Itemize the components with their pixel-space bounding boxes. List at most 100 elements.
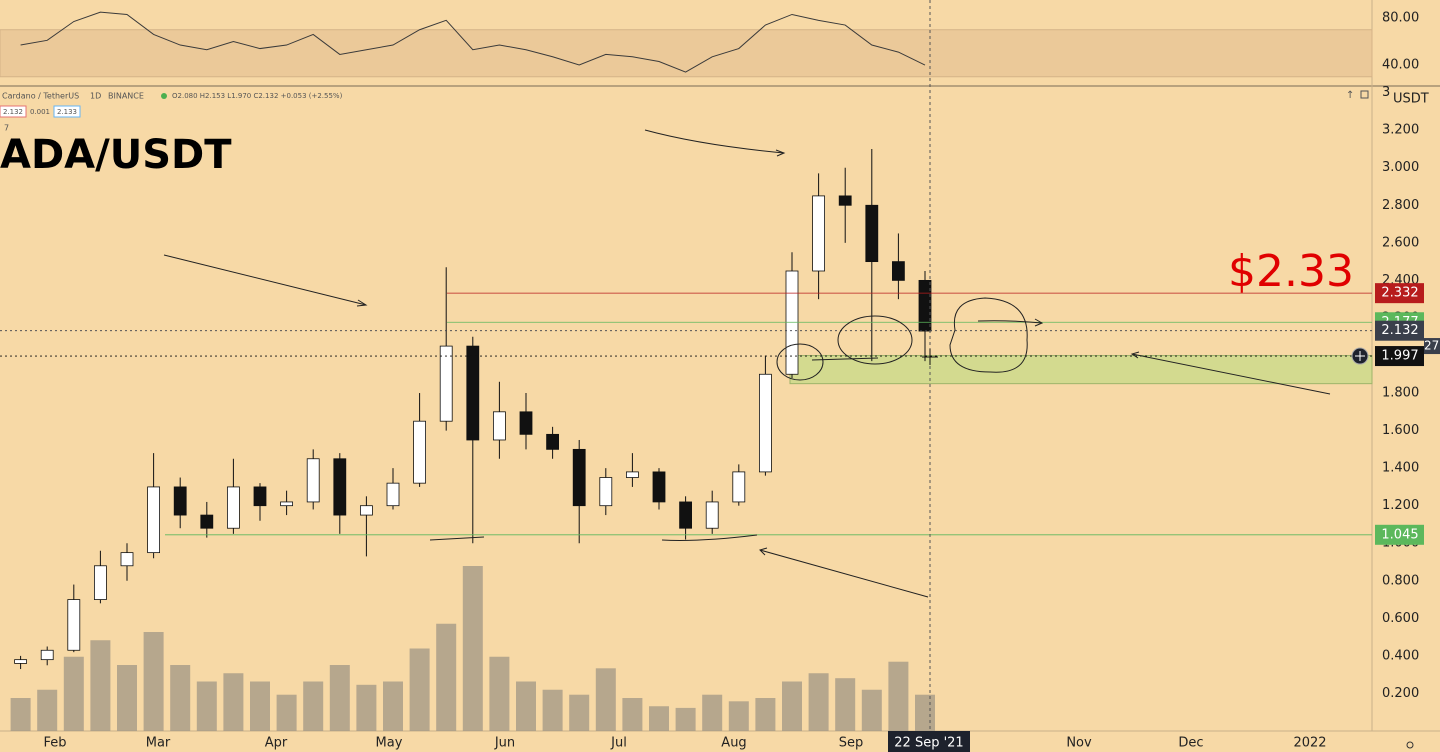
y-tick-label: 0.800 xyxy=(1382,573,1419,588)
volume-bar xyxy=(649,706,669,731)
candle-body xyxy=(918,279,932,332)
x-tick-label: Jun xyxy=(494,736,515,751)
hand-drawings xyxy=(163,129,1331,598)
candle-body xyxy=(838,195,852,206)
add-alert-plus xyxy=(1355,351,1365,362)
volume-bar xyxy=(90,640,111,731)
drawn-circle xyxy=(949,297,1028,373)
candle-body xyxy=(94,565,107,600)
candle-body xyxy=(253,486,267,507)
candle-body xyxy=(280,501,294,507)
y-unit: USDT xyxy=(1393,92,1429,107)
price-tag-label: 2.132 xyxy=(1381,323,1418,338)
price-tag xyxy=(1375,320,1424,341)
crosshair-date-box xyxy=(888,731,970,752)
price-tag xyxy=(1375,346,1424,367)
icon-maximize[interactable] xyxy=(1360,90,1369,99)
volume-bar xyxy=(10,698,31,731)
x-tick-label: Sep xyxy=(839,736,864,751)
candle-body xyxy=(519,411,533,435)
drawn-line xyxy=(1131,353,1331,395)
volume-bar xyxy=(276,694,297,731)
volume-bar xyxy=(383,681,403,731)
rsi-line xyxy=(20,11,926,73)
y-tick-label: 1.600 xyxy=(1382,423,1419,438)
price-tag xyxy=(1375,283,1424,304)
y-tick-label: 1.200 xyxy=(1382,498,1419,513)
candle-body xyxy=(386,482,400,507)
y-tick-label: 2.800 xyxy=(1382,198,1419,213)
volume-bar xyxy=(569,694,590,731)
volume-bar xyxy=(542,689,563,731)
volume-bar xyxy=(436,623,457,731)
icon-arrow[interactable]: ↑ xyxy=(1346,90,1354,101)
volume-bar xyxy=(622,698,643,731)
status-dot xyxy=(161,93,167,99)
volume-bar xyxy=(462,566,483,731)
drawn-line xyxy=(811,357,879,361)
price-tag-label: 1.997 xyxy=(1381,349,1418,364)
price-tag-label: 1.045 xyxy=(1381,527,1418,542)
settings-icon[interactable] xyxy=(1406,741,1414,749)
volume-bar xyxy=(250,681,270,731)
volume-bar xyxy=(170,665,191,731)
quote-ask: 2.133 xyxy=(57,108,77,116)
drawn-line xyxy=(429,536,485,541)
volume-bar xyxy=(808,673,829,731)
background-layer xyxy=(0,29,1373,731)
drawn-line xyxy=(163,254,367,306)
rsi-band xyxy=(0,29,1373,78)
interval: 1D xyxy=(90,92,101,101)
support-zone xyxy=(789,354,1373,385)
candle-body xyxy=(226,486,240,529)
y-tick-label: 3.000 xyxy=(1382,160,1419,175)
volume-bar xyxy=(702,694,723,731)
x-tick-label: Aug xyxy=(721,736,746,751)
volume-bar xyxy=(196,681,217,731)
y-tick-label: 1.800 xyxy=(1382,386,1419,401)
candle-body xyxy=(492,411,506,441)
candle-body xyxy=(466,345,480,441)
y-tick-label: 3.200 xyxy=(1382,123,1419,138)
exchange: BINANCE xyxy=(108,92,144,101)
volume-bar xyxy=(303,681,324,731)
price-tag-label: 2.332 xyxy=(1381,286,1418,301)
volume-bar xyxy=(861,689,882,731)
indicator-count[interactable]: 7 xyxy=(4,124,9,133)
candle-body xyxy=(546,433,559,450)
crosshair-date: 22 Sep '21 xyxy=(894,736,963,751)
edge-label: 27 xyxy=(1424,339,1439,353)
candle-body xyxy=(439,345,453,422)
volume-bar xyxy=(888,661,909,731)
x-tick-label: Feb xyxy=(43,736,66,751)
x-tick-label: May xyxy=(376,736,403,751)
volume-bar xyxy=(755,698,776,731)
candle-body xyxy=(200,514,214,529)
y-tick-label: 2.600 xyxy=(1382,235,1419,250)
quote-box[interactable] xyxy=(53,105,81,118)
candle-body xyxy=(306,458,320,503)
candle-body xyxy=(572,448,586,507)
rsi-tick-label: 40.00 xyxy=(1382,58,1419,73)
volume-bar xyxy=(516,681,536,731)
chart-title: ADA/USDT xyxy=(0,132,232,178)
candle-body xyxy=(14,659,27,664)
annotation: $2.33 xyxy=(1228,246,1354,297)
drawn-arrowhead xyxy=(1130,351,1140,359)
drawn-line xyxy=(977,320,1043,324)
quote-box[interactable] xyxy=(0,105,27,118)
candle-body xyxy=(892,261,905,281)
rsi-tick-label: 80.00 xyxy=(1382,10,1419,25)
quote-spread: 0.001 xyxy=(30,108,50,116)
ohlc-legend: O2.080 H2.153 L1.970 C2.132 +0.053 (+2.5… xyxy=(172,92,343,100)
y-tick-label: 1.400 xyxy=(1382,461,1419,476)
quote-bid: 2.132 xyxy=(3,108,23,116)
volume-bar xyxy=(37,689,58,731)
candle-body xyxy=(812,195,825,272)
candle-body xyxy=(359,505,373,516)
x-tick-label: Apr xyxy=(265,736,288,751)
drawn-arrowhead xyxy=(775,149,786,157)
drawn-circle xyxy=(776,343,824,381)
candle-body xyxy=(333,458,347,516)
